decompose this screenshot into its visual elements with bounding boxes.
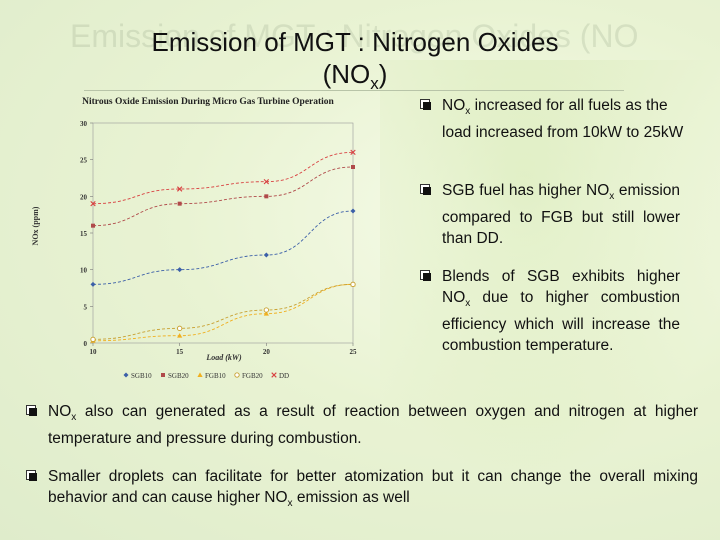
title-divider — [84, 90, 624, 91]
y-tick-label: 25 — [80, 157, 88, 165]
data-point-fgb20 — [350, 281, 356, 287]
title-subscript: x — [370, 74, 379, 93]
data-point-fgb10 — [263, 311, 269, 316]
title-shadow: Emission of MGT : Nitrogen Oxides (NO — [70, 18, 710, 55]
bullet-3-text: Blends of SGB exhibits higher NO — [442, 268, 680, 306]
data-point-sgb10 — [177, 267, 183, 273]
checkbox-bullet-icon — [26, 405, 38, 417]
series-line-fgb20 — [92, 283, 354, 340]
y-tick-label: 10 — [80, 267, 88, 275]
legend-label-fgb10: FGB10 — [205, 372, 226, 380]
checkbox-bullet-icon — [26, 470, 38, 482]
data-point-fgb20 — [177, 325, 183, 331]
bullet-5-sub: x — [287, 498, 293, 510]
bullet-2-text-rest: emission compared to FGB but still lower… — [442, 182, 681, 248]
plot-area: 0 5 10 15 20 25 30 10 15 20 25 — [80, 120, 357, 356]
data-point-dd — [263, 178, 270, 185]
y-tick-label: 0 — [84, 340, 88, 348]
legend-marker-fgb10 — [197, 372, 203, 377]
bullet-2-sub: x — [609, 191, 615, 203]
legend-marker-fgb20 — [234, 372, 240, 378]
data-point-fgb20 — [263, 307, 269, 313]
legend-label-fgb20: FGB20 — [242, 372, 263, 380]
x-tick-label: 15 — [176, 348, 184, 356]
title-shadow-text: Emission of MGT : Nitrogen Oxides (NO — [70, 18, 639, 54]
legend-marker-sgb10 — [123, 372, 129, 378]
x-axis-label: Load (kW) — [205, 353, 242, 362]
data-point-fgb20 — [90, 336, 96, 342]
x-tick-label: 25 — [350, 348, 358, 356]
nox-emission-chart: Nitrous Oxide Emission During Micro Gas … — [31, 97, 357, 380]
data-point-sgb10 — [263, 252, 269, 258]
y-tick-label: 5 — [84, 303, 88, 311]
bullet-2: SGB fuel has higher NOx emission compare… — [420, 180, 680, 249]
slide-title: Emission of MGT : Nitrogen Oxides (NOx) — [60, 26, 650, 94]
data-point-dd — [350, 149, 356, 156]
title-main: Emission of MGT : Nitrogen Oxides — [151, 27, 559, 57]
bullet-4-sub: x — [71, 412, 77, 424]
bullet-5-text: Smaller droplets can facilitate for bett… — [48, 468, 698, 506]
y-tick-label: 20 — [80, 193, 88, 201]
bullet-3-sub: x — [465, 298, 471, 310]
bullet-1-sub: x — [465, 106, 471, 118]
legend-label-sgb20: SGB20 — [168, 372, 189, 380]
data-point-sgb20 — [91, 223, 95, 228]
title-paren-open: (NO — [322, 59, 371, 89]
legend-label-sgb10: SGB10 — [131, 372, 152, 380]
series-line-sgb10 — [92, 210, 354, 285]
data-point-dd — [90, 200, 96, 207]
data-point-dd — [176, 186, 183, 192]
title-paren-close: ) — [378, 59, 388, 89]
legend-marker-dd — [271, 372, 277, 378]
bullet-3: Blends of SGB exhibits higher NOx due to… — [420, 266, 680, 356]
series-line-fgb10 — [92, 283, 354, 342]
bullet-4-text-rest: also can generated as a result of reacti… — [48, 403, 698, 448]
x-tick-label: 10 — [90, 348, 98, 356]
bullet-2-text: SGB fuel has higher NO — [442, 182, 610, 199]
bullet-4-text: NO — [48, 403, 72, 420]
x-tick-label: 20 — [263, 348, 271, 356]
bullet-3-text-rest: due to higher combustion efficiency whic… — [442, 289, 680, 355]
bullet-5: Smaller droplets can facilitate for bett… — [26, 466, 698, 514]
series-line-dd — [92, 151, 354, 205]
legend-label-dd: DD — [279, 372, 289, 380]
data-point-sgb20 — [351, 165, 355, 169]
data-point-sgb10 — [350, 208, 356, 214]
data-point-sgb20 — [264, 194, 269, 199]
checkbox-bullet-icon — [420, 184, 432, 196]
legend-marker-sgb20 — [161, 373, 165, 377]
bullet-1-text: NO — [442, 97, 466, 114]
bullet-5-text-rest: emission as well — [292, 489, 410, 506]
y-tick-label: 30 — [80, 120, 88, 128]
checkbox-bullet-icon — [420, 99, 432, 111]
chart-title: Nitrous Oxide Emission During Micro Gas … — [82, 97, 334, 107]
plot-border — [92, 122, 354, 344]
data-point-fgb10 — [177, 333, 183, 338]
chart-legend: SGB10 SGB20 FGB10 FGB20 DD — [123, 372, 289, 380]
bullet-1: NOx increased for all fuels as the load … — [420, 95, 690, 143]
checkbox-bullet-icon — [420, 270, 432, 282]
bullet-1-text-rest: increased for all fuels as the load incr… — [442, 97, 684, 142]
data-point-sgb10 — [90, 281, 96, 287]
data-point-sgb20 — [177, 201, 182, 206]
y-axis-label: NOx (ppm) — [31, 206, 40, 245]
y-tick-label: 15 — [80, 230, 88, 238]
series-line-sgb20 — [92, 166, 354, 227]
bullet-4: NOx also can generated as a result of re… — [26, 401, 698, 449]
